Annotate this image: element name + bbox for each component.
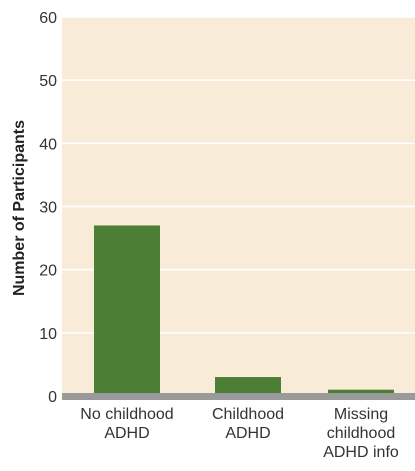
bars <box>94 225 394 396</box>
y-tick-label: 50 <box>39 73 57 90</box>
bar <box>94 225 160 396</box>
y-tick-label: 0 <box>48 389 57 406</box>
y-tick-label: 60 <box>39 10 57 27</box>
x-tick-labels: No childhood ADHD Childhood ADHD Missing chil… <box>80 406 399 461</box>
y-axis-title: Number of Participants <box>11 120 28 296</box>
y-tick-label: 30 <box>39 200 57 217</box>
y-tick-label: 40 <box>39 136 57 153</box>
bar <box>215 377 281 396</box>
bar <box>328 389 394 396</box>
x-axis-baseline <box>62 393 415 400</box>
y-tick-label: 20 <box>39 263 57 280</box>
x-category-label: No childhood ADHD <box>80 406 173 442</box>
y-tick-labels: 0 10 20 30 40 50 60 <box>39 10 57 406</box>
y-tick-label: 10 <box>39 326 57 343</box>
x-category-label: Childhood ADHD <box>212 406 284 442</box>
x-category-label: Missing childhood ADHD info <box>323 406 399 461</box>
